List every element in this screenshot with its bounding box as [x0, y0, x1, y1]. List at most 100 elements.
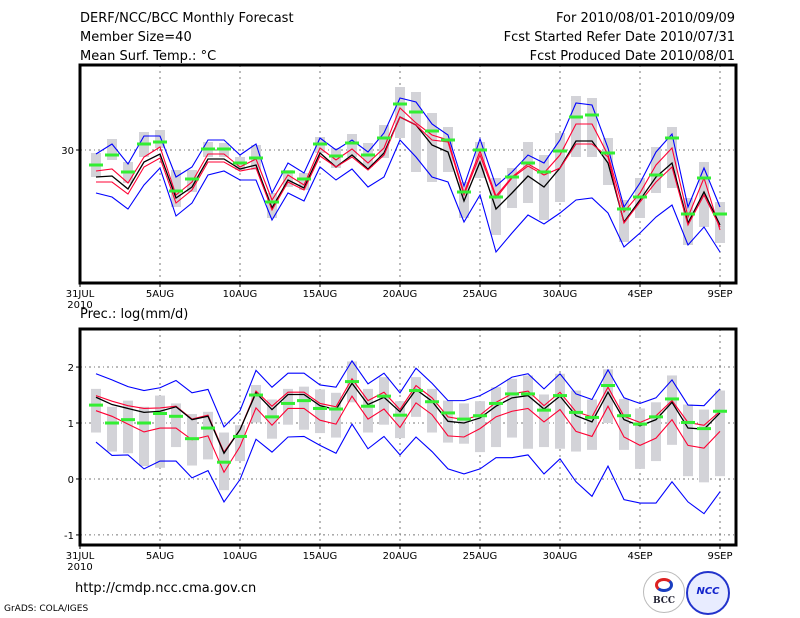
outer-upper-line: [95, 359, 721, 428]
observed-marker: [89, 403, 103, 407]
x-tick-label: 30AUG: [543, 289, 578, 300]
inner-lower-line: [96, 116, 721, 228]
ensemble-range-bar: [555, 373, 565, 449]
ensemble-range-bar: [699, 409, 709, 483]
ensemble-range-bar: [171, 403, 181, 448]
bcc-logo-swirl-icon: [655, 578, 673, 592]
ensemble-range-bar: [395, 87, 405, 138]
observed-marker: [553, 149, 567, 153]
ensemble-range-bar: [571, 390, 581, 452]
ensemble-range-bar: [603, 369, 613, 424]
observed-marker: [569, 410, 583, 414]
outer-upper-line: [95, 97, 721, 209]
ensemble-range-bar: [91, 388, 101, 433]
observed-marker: [409, 110, 423, 114]
x-tick-label: 9SEP: [707, 551, 732, 562]
observed-marker: [105, 153, 119, 157]
observed-marker: [521, 161, 535, 165]
ensemble-range-bar: [139, 406, 149, 467]
temperature-panel-label: Mean Surf. Temp.: °C: [80, 49, 217, 64]
observed-marker: [713, 409, 727, 413]
x-tick-label: 4SEP: [627, 289, 652, 300]
observed-marker: [617, 414, 631, 418]
ensemble-range-bar: [411, 377, 421, 417]
observed-marker: [569, 115, 583, 119]
x-year-label: 2010: [67, 562, 92, 573]
observed-marker: [697, 176, 711, 180]
observed-marker: [89, 163, 103, 167]
y-tick-label: -1: [64, 531, 74, 542]
ensemble-range-bar: [347, 134, 357, 157]
observed-marker: [217, 147, 231, 151]
ensemble-range-bar: [107, 406, 117, 452]
observed-marker: [329, 154, 343, 158]
observed-marker: [601, 384, 615, 388]
ensemble-range-bar: [571, 96, 581, 157]
ensemble-range-bar: [715, 390, 725, 477]
x-tick-label: 5AUG: [146, 551, 174, 562]
ensemble-range-bar: [523, 375, 533, 449]
ensemble-range-bar: [427, 388, 437, 433]
outer-lower-line: [95, 423, 721, 515]
observed-marker: [633, 422, 647, 426]
observed-marker: [681, 212, 695, 216]
outer-lower-line: [95, 139, 721, 254]
observed-marker: [249, 393, 263, 397]
forecast-period: For 2010/08/01-2010/09/09: [556, 11, 735, 26]
observed-marker: [505, 175, 519, 179]
observed-marker: [473, 414, 487, 418]
ensemble-range-bar: [603, 138, 613, 185]
ensemble-range-bar: [507, 168, 517, 208]
observed-marker: [201, 147, 215, 151]
observed-marker: [297, 177, 311, 181]
observed-marker: [585, 113, 599, 117]
observed-marker: [441, 411, 455, 415]
ensemble-range-bar: [267, 399, 277, 439]
observed-marker: [185, 177, 199, 181]
observed-marker: [121, 418, 135, 422]
x-tick-label: 15AUG: [303, 551, 338, 562]
x-tick-label: 25AUG: [463, 551, 498, 562]
x-tick-label: 20AUG: [383, 551, 418, 562]
x-tick-label: 20AUG: [383, 289, 418, 300]
inner-lower-line: [95, 395, 721, 474]
plot-frame: [78, 327, 738, 547]
observed-marker: [329, 407, 343, 411]
observed-marker: [297, 399, 311, 403]
observed-marker: [153, 411, 167, 415]
website-link[interactable]: http://cmdp.ncc.cma.gov.cn: [75, 581, 257, 596]
x-tick-label: 9SEP: [707, 289, 732, 300]
ensemble-range-bar: [283, 388, 293, 425]
observed-marker: [505, 392, 519, 396]
observed-marker: [281, 170, 295, 174]
x-tick-label: 31JUL: [66, 551, 95, 562]
ensemble-range-bar: [427, 113, 437, 182]
ensemble-range-bar: [395, 401, 405, 439]
ensemble-range-bar: [251, 384, 261, 423]
ensemble-range-bar: [379, 377, 389, 425]
ensemble-range-bar: [283, 170, 293, 187]
x-tick-label: 10AUG: [223, 289, 258, 300]
observed-marker: [281, 401, 295, 405]
observed-marker: [185, 437, 199, 441]
observed-marker: [249, 156, 263, 160]
y-tick-label: 0: [68, 475, 74, 486]
observed-marker: [361, 153, 375, 157]
header-left: DERF/NCC/BCC Monthly Forecast Member Siz…: [80, 9, 294, 66]
x-tick-label: 10AUG: [223, 551, 258, 562]
y-tick-label: 2: [68, 363, 74, 374]
observed-marker: [553, 394, 567, 398]
observed-marker: [665, 136, 679, 140]
observed-marker: [377, 394, 391, 398]
ensemble-range-bar: [523, 142, 533, 203]
ensemble-range-bar: [507, 378, 517, 438]
observed-marker: [313, 406, 327, 410]
observed-marker: [169, 189, 183, 193]
ensemble-range-bar: [715, 202, 725, 243]
ensemble-range-bar: [635, 408, 645, 469]
y-tick-label: 30: [61, 146, 74, 157]
ensemble-range-bar: [667, 127, 677, 188]
observed-marker: [425, 129, 439, 133]
observed-marker: [489, 401, 503, 405]
